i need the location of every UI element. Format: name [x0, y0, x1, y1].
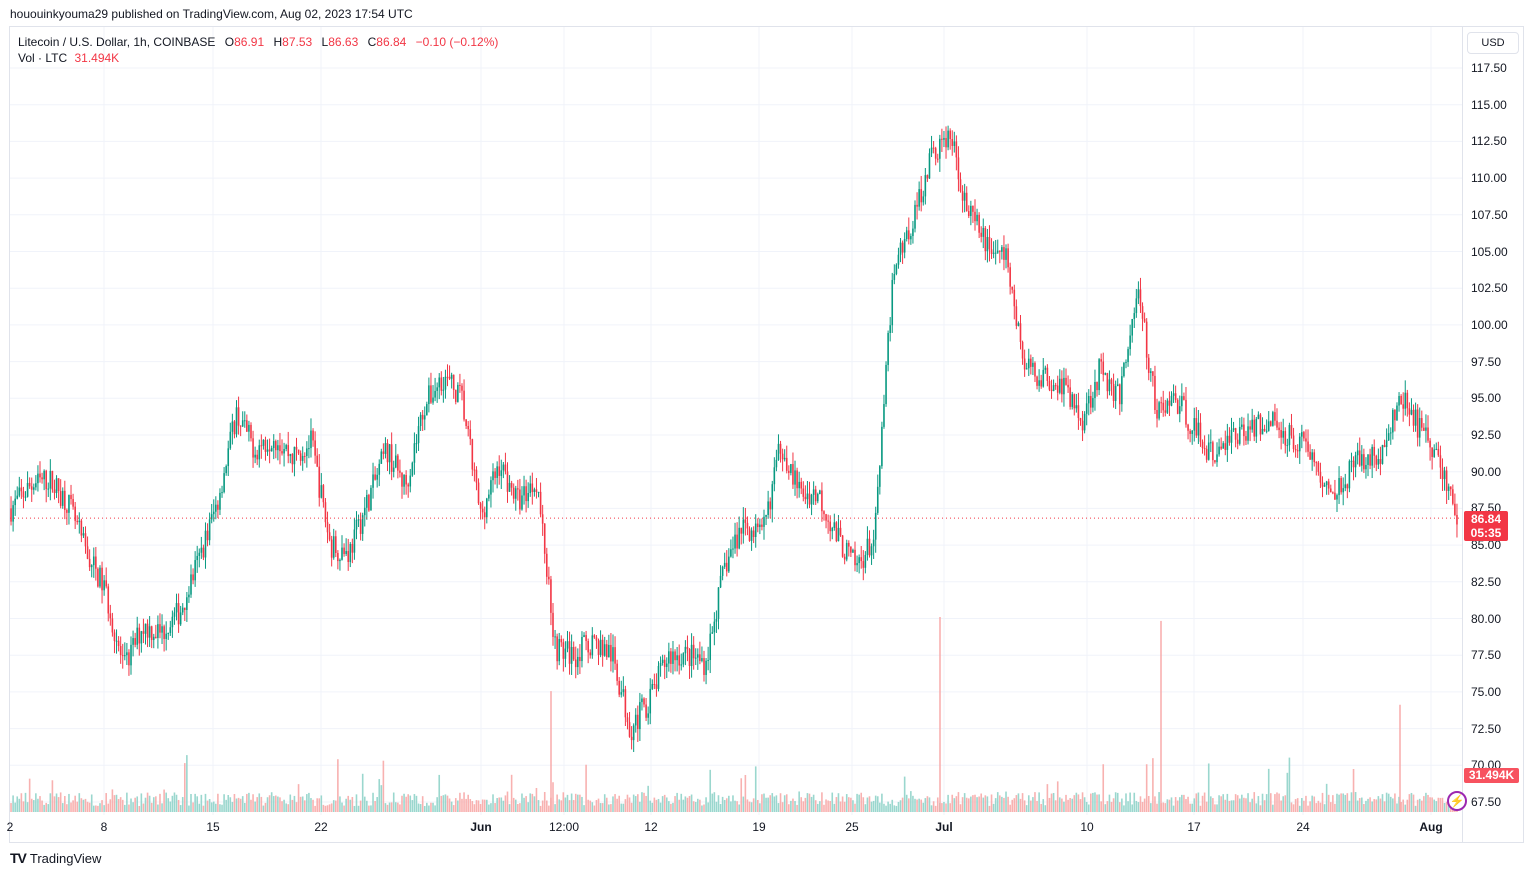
time-tick: 19 — [752, 820, 766, 834]
price-tick: 67.50 — [1471, 795, 1502, 809]
lightning-icon[interactable]: ⚡ — [1447, 791, 1467, 811]
price-tick: 80.00 — [1471, 611, 1502, 626]
price-tick: 102.50 — [1471, 281, 1508, 296]
price-tick: 92.50 — [1471, 428, 1502, 442]
volume-badge: 31.494K — [1464, 768, 1519, 783]
ohlc-row: Litecoin / U.S. Dollar, 1h, COINBASE O86… — [18, 35, 499, 49]
price-tick: 112.50 — [1471, 134, 1507, 149]
change-value: −0.10 (−0.12%) — [415, 35, 499, 49]
footer: TV TradingView — [10, 850, 101, 866]
volume-label[interactable]: Vol · LTC — [18, 51, 68, 65]
time-tick: 8 — [100, 820, 108, 834]
price-tick: 97.50 — [1471, 354, 1502, 369]
time-tick: 22 — [314, 820, 328, 834]
brand-name: TradingView — [29, 850, 102, 866]
price-tick: 72.50 — [1471, 721, 1502, 736]
time-tick: 17 — [1187, 820, 1201, 834]
currency-button[interactable]: USD — [1467, 32, 1519, 54]
time-tick: Aug — [1419, 820, 1443, 834]
time-tick: 12:00 — [548, 820, 580, 834]
price-tick: 75.00 — [1471, 684, 1502, 699]
price-tick: 107.50 — [1471, 207, 1508, 222]
price-axis-divider — [1462, 26, 1463, 843]
price-tick: 117.50 — [1471, 61, 1507, 75]
symbol-title[interactable]: Litecoin / U.S. Dollar, 1h, COINBASE — [18, 35, 216, 49]
price-tick: 85.00 — [1471, 538, 1502, 553]
time-tick: 24 — [1296, 820, 1310, 834]
time-tick: Jul — [935, 820, 953, 834]
high-value: 87.53 — [282, 35, 313, 49]
publish-info: hououinkyouma29 published on TradingView… — [10, 7, 413, 21]
volume-row: Vol · LTC 31.494K — [18, 50, 498, 66]
time-tick: 10 — [1080, 820, 1094, 834]
last-price-badge: 86.84 05:35 — [1464, 511, 1508, 541]
close-value: 86.84 — [376, 35, 407, 49]
price-tick: 115.00 — [1471, 97, 1507, 112]
price-tick: 105.00 — [1471, 244, 1508, 259]
time-tick: 2 — [6, 820, 14, 834]
price-tick: 77.50 — [1471, 648, 1502, 663]
price-tick: 82.50 — [1471, 574, 1502, 589]
price-tick: 110.00 — [1471, 171, 1507, 186]
price-tick: 100.00 — [1471, 317, 1508, 332]
open-value: 86.91 — [234, 35, 265, 49]
bar-countdown: 05:35 — [1470, 526, 1502, 540]
price-tick: 90.00 — [1471, 464, 1502, 479]
volume-value: 31.494K — [74, 51, 120, 65]
chart-frame — [9, 26, 1524, 843]
time-tick: 25 — [845, 820, 859, 834]
low-value: 86.63 — [328, 35, 359, 49]
tradingview-logo-icon: TV — [10, 850, 27, 866]
chart-legend: Litecoin / U.S. Dollar, 1h, COINBASE O86… — [18, 34, 498, 66]
time-tick: 15 — [206, 820, 220, 834]
time-tick: 12 — [644, 820, 658, 834]
last-price-value: 86.84 — [1470, 512, 1502, 526]
price-tick: 95.00 — [1471, 391, 1502, 406]
time-tick: Jun — [470, 820, 492, 834]
